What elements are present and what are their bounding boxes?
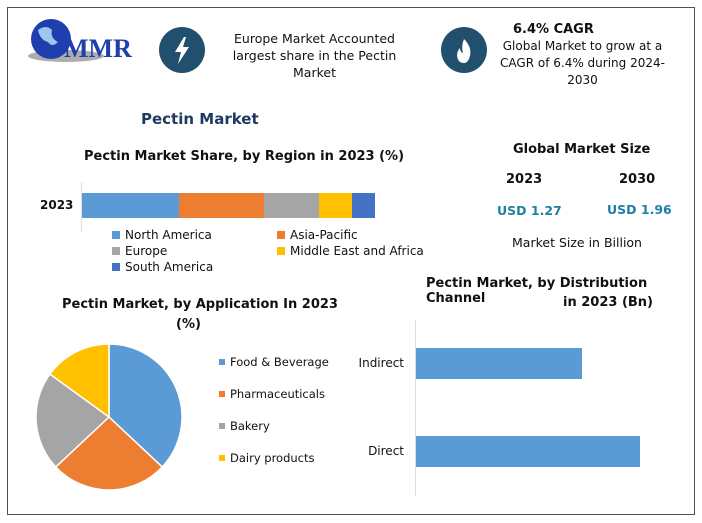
highlight-europe: Europe Market Accounted largest share in… <box>232 31 397 80</box>
application-chart-subtitle: (%) <box>176 317 201 332</box>
legend-label: North America <box>125 228 212 242</box>
pie-slice <box>48 343 110 419</box>
year-2023: 2023 <box>506 172 543 187</box>
highlight-icon-circle <box>441 27 487 73</box>
distribution-bar <box>416 436 640 467</box>
region-segment <box>351 193 375 218</box>
legend-item: Dairy products <box>219 451 329 465</box>
infographic-frame <box>7 7 695 515</box>
region-segment <box>178 193 264 218</box>
application-pie <box>35 343 183 491</box>
cagr-text: Global Market to grow at a CAGR of 6.4% … <box>500 39 665 87</box>
distribution-bar <box>416 348 582 379</box>
legend-label: South America <box>125 260 214 274</box>
legend-item: Asia-Pacific <box>277 228 432 242</box>
distribution-category-label: Indirect <box>358 356 404 370</box>
legend-label: Bakery <box>230 419 270 433</box>
region-stacked-bar <box>82 193 375 218</box>
region-segment <box>263 193 320 218</box>
region-category-label: 2023 <box>40 198 74 212</box>
value-2023: USD 1.27 <box>497 203 562 218</box>
region-chart-title: Pectin Market Share, by Region in 2023 (… <box>84 149 405 164</box>
legend-item: Middle East and Africa <box>277 244 432 258</box>
market-size-title: Global Market Size <box>513 142 651 157</box>
distribution-chart-subtitle: in 2023 (Bn) <box>563 295 653 310</box>
legend-swatch <box>277 231 285 239</box>
year-2030: 2030 <box>619 172 656 187</box>
distribution-chart-title: Pectin Market, by Distribution Channel <box>426 276 648 306</box>
mmr-logo: MMR <box>16 12 146 67</box>
legend-item: Food & Beverage <box>219 355 329 369</box>
legend-swatch <box>219 455 225 461</box>
legend-label: Europe <box>125 244 168 258</box>
legend-swatch <box>112 247 120 255</box>
legend-label: Asia-Pacific <box>290 228 358 242</box>
legend-label: Dairy products <box>230 451 315 465</box>
cagr-title: 6.4% CAGR <box>513 22 594 37</box>
value-2030: USD 1.96 <box>607 202 672 217</box>
region-axis <box>81 182 82 232</box>
legend-item: Bakery <box>219 419 329 433</box>
legend-swatch <box>219 359 225 365</box>
legend-label: Food & Beverage <box>230 355 329 369</box>
pie-slice <box>35 373 111 469</box>
legend-item: North America <box>112 228 277 242</box>
globe-icon <box>28 19 104 62</box>
legend-swatch <box>277 247 285 255</box>
legend-swatch <box>112 263 120 271</box>
distribution-axis <box>415 320 416 496</box>
region-segment <box>319 193 352 218</box>
legend-swatch <box>219 391 225 397</box>
application-chart-title: Pectin Market, by Application In 2023 <box>62 297 338 312</box>
region-legend: North America Asia-Pacific Europe Middle Ea… <box>112 228 432 274</box>
page-title: Pectin Market <box>141 110 259 128</box>
legend-item: Pharmaceuticals <box>219 387 329 401</box>
highlight-icon-circle <box>159 27 205 73</box>
lightning-icon <box>175 37 189 64</box>
legend-swatch <box>112 231 120 239</box>
logo-text: MMR <box>64 34 132 63</box>
pie-slice <box>54 415 164 491</box>
market-size-note: Market Size in Billion <box>512 235 642 250</box>
distribution-category-label: Direct <box>368 444 404 458</box>
application-legend: Food & Beverage Pharmaceuticals Bakery Dair… <box>219 355 329 465</box>
legend-swatch <box>219 423 225 429</box>
legend-item: South America <box>112 260 277 274</box>
flame-icon <box>457 39 471 63</box>
pie-slice <box>108 343 183 469</box>
legend-label: Pharmaceuticals <box>230 387 325 401</box>
legend-item: Europe <box>112 244 277 258</box>
region-segment <box>82 193 179 218</box>
legend-label: Middle East and Africa <box>290 244 424 258</box>
